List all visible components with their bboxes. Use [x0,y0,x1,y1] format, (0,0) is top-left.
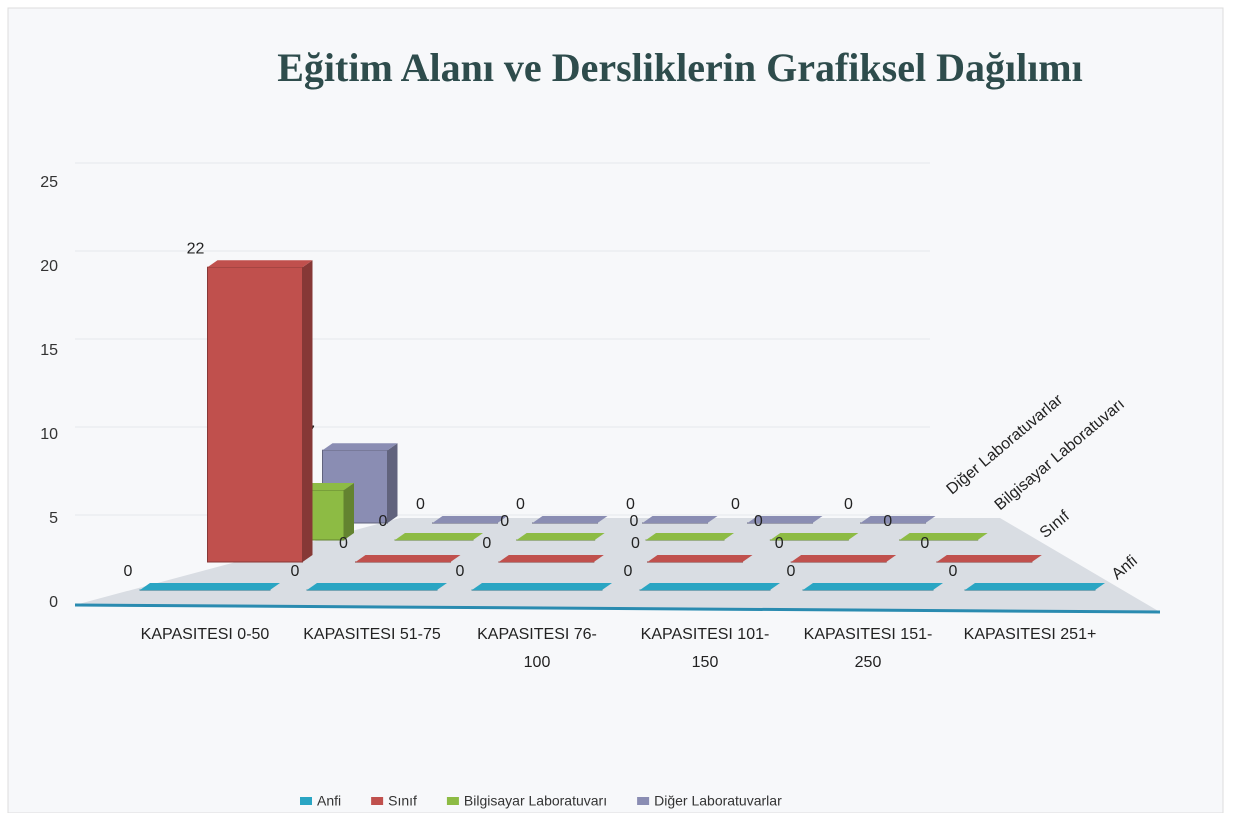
bar [394,533,483,541]
data-label: 0 [731,496,740,513]
bar-top [803,583,943,590]
data-label: 0 [630,513,639,530]
bar-top [646,533,734,540]
data-label: 0 [500,513,509,530]
bar [964,583,1105,591]
data-label: 22 [187,240,205,257]
data-label: 0 [291,563,300,580]
bar-top [640,583,780,590]
data-label: 0 [624,563,633,580]
bar-top [899,533,988,540]
bar [471,583,612,591]
data-label: 0 [456,563,465,580]
bar-top [355,555,461,562]
bar-top [140,583,280,590]
legend-label: Anfi [317,793,341,809]
legend-swatch [446,797,459,805]
bar [899,533,988,541]
legend-swatch [371,797,384,805]
x-tick-label: KAPASITESI 101-150 [641,626,770,671]
bar-top [395,533,483,540]
data-label: 0 [516,496,525,513]
data-label: 0 [949,563,958,580]
data-label: 0 [844,496,853,513]
y-tick-label: 10 [40,426,58,443]
bar-top [965,583,1105,590]
bar-top [747,516,823,523]
data-label: 0 [626,496,635,513]
y-tick-label: 15 [40,342,58,359]
bar-top [642,516,718,523]
bar-top [647,555,753,562]
legend-label: Bilgisayar Laboratuvarı [464,793,607,809]
bar-top [516,533,605,540]
bar [642,516,718,524]
bar [355,555,461,563]
bar [747,516,823,524]
data-label: 0 [920,535,929,552]
data-label: 0 [339,535,348,552]
y-tick-label: 25 [40,174,58,191]
data-label: 0 [482,535,491,552]
legend-swatch [300,797,312,805]
bar-top [936,555,1042,562]
bar-side [387,443,398,523]
x-tick-label: KAPASITESI 251+ [964,626,1097,643]
bar [532,516,608,524]
bar [802,583,943,591]
x-tick-label: KAPASITESI 76-100 [477,626,597,671]
data-label: 0 [631,535,640,552]
bar-side [302,260,313,562]
bar [207,260,313,563]
bar [790,555,897,563]
legend-label: Diğer Laboratuvarlar [654,793,782,809]
bar [936,555,1042,563]
y-tick-label: 0 [49,594,58,611]
bar [516,533,605,541]
data-label: 0 [775,535,784,552]
data-label: 0 [124,563,133,580]
bar-top [860,516,936,523]
bar [139,583,280,591]
bar-top [472,583,612,590]
data-label: 0 [754,513,763,530]
bar-top [322,443,398,451]
x-tick-label: KAPASITESI 0-50 [141,626,270,643]
bar-top [791,555,897,562]
legend-label: Sınıf [388,793,417,809]
data-label: 0 [787,563,796,580]
data-label: 0 [379,513,388,530]
bar-side [344,483,354,540]
bar-top [498,555,604,562]
bar-top [432,516,508,523]
bar [498,555,604,563]
floor-edge [74,603,1161,614]
x-tick-label: KAPASITESI 51-75 [303,626,441,643]
bar-top [770,533,859,540]
chart-title: Eğitim Alanı ve Dersliklerin Grafiksel D… [277,45,1083,90]
bar [432,516,508,524]
bar [769,533,859,541]
bar [639,583,780,591]
bar-top [307,583,447,590]
x-tick-label: KAPASITESI 151-250 [804,626,933,671]
data-label: 0 [416,496,425,513]
bar [645,533,734,541]
bar [647,555,753,563]
bar-front [207,266,303,563]
bar [860,516,936,524]
y-tick-label: 20 [40,258,58,275]
bar-top [532,516,608,523]
legend-swatch [637,797,650,805]
bar-top [207,260,313,268]
bar [306,583,447,591]
data-label: 0 [883,513,892,530]
y-tick-label: 5 [49,510,58,527]
